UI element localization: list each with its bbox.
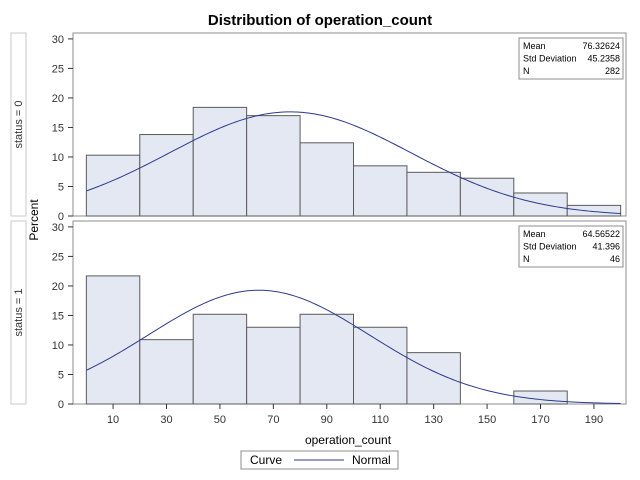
stats-label: N [523,254,530,264]
histogram-bar [192,106,248,217]
stats-inset-box [518,37,624,80]
panel-label-2: status = 1 [13,288,25,336]
histogram-bar [192,313,248,405]
legend-title: Curve [250,453,282,467]
x-tick-label: 150 [478,414,496,426]
histogram-bar [406,171,461,217]
x-tick-label: 190 [585,414,603,426]
y-tick-label: 0 [58,211,64,223]
stats-value: 76.32624 [582,41,620,51]
panel-strip-2 [10,220,27,405]
histogram-bar [246,326,301,405]
histogram-bar [353,326,408,405]
histogram-bar [85,154,141,217]
x-tick-label: 30 [160,414,172,426]
x-tick-label: 110 [371,414,389,426]
stats-value: 46 [610,254,620,264]
histogram-bar [299,142,355,217]
panels-group: status = 0 0 5 10 15 20 25 30 Mean 76.32624 Std De… [10,32,627,411]
y-tick-label: 20 [52,281,64,293]
stats-label: Mean [523,229,546,239]
x-tick-label: 70 [267,414,279,426]
y-tick-label: 0 [58,399,64,411]
histogram-bar [353,165,408,217]
y-tick-label: 10 [52,152,64,164]
y-tick-label: 30 [52,222,64,234]
histogram-bar [139,134,194,217]
histogram-bar [513,192,568,217]
legend: Curve Normal [240,450,399,470]
chart-title: Distribution of operation_count [208,12,432,29]
legend-entry-normal: Normal [352,453,391,467]
panel-2: status = 1 0 5 10 15 20 25 30 Mean 64.56522 Std De… [10,220,627,411]
stats-label: Std Deviation [523,54,577,64]
histogram-bar [459,177,515,217]
y-tick-label: 5 [58,181,64,193]
stats-label: N [523,66,530,76]
x-tick-label: 50 [214,414,226,426]
normal-curve [86,111,621,215]
y-tick-label: 15 [52,122,64,134]
x-tick-label: 130 [424,414,442,426]
stats-value: 45.2358 [587,54,620,64]
stats-value: 282 [605,66,620,76]
x-axis: 10 30 50 70 90 110 130 150 170 190 [107,404,603,426]
y-axis-label: Percent [27,199,41,241]
stats-value: 41.396 [592,242,620,252]
x-axis-label: operation_count [305,433,392,447]
stats-label: Std Deviation [523,242,577,252]
stats-label: Mean [523,41,546,51]
y-tick-label: 15 [52,310,64,322]
panel-strip-1 [10,32,27,217]
x-tick-label: 10 [107,414,119,426]
y-tick-label: 25 [52,251,64,263]
histogram-bar [246,115,301,217]
y-tick-label: 25 [52,63,64,75]
histogram-bar [139,339,194,405]
y-tick-label: 5 [58,369,64,381]
normal-curve [86,289,621,404]
stats-value: 64.56522 [582,229,620,239]
y-tick-label: 10 [52,340,64,352]
panel-1: status = 0 0 5 10 15 20 25 30 Mean 76.32624 Std De… [10,32,627,223]
y-tick-label: 20 [52,93,64,105]
stats-inset-box [518,225,624,268]
histogram-bar [566,204,622,217]
x-tick-label: 90 [321,414,333,426]
x-tick-label: 170 [531,414,549,426]
histogram-bar [406,352,461,405]
histogram-bar [85,275,141,405]
histogram-bar [299,313,355,405]
y-tick-label: 30 [52,34,64,46]
panel-label-1: status = 0 [13,100,25,148]
